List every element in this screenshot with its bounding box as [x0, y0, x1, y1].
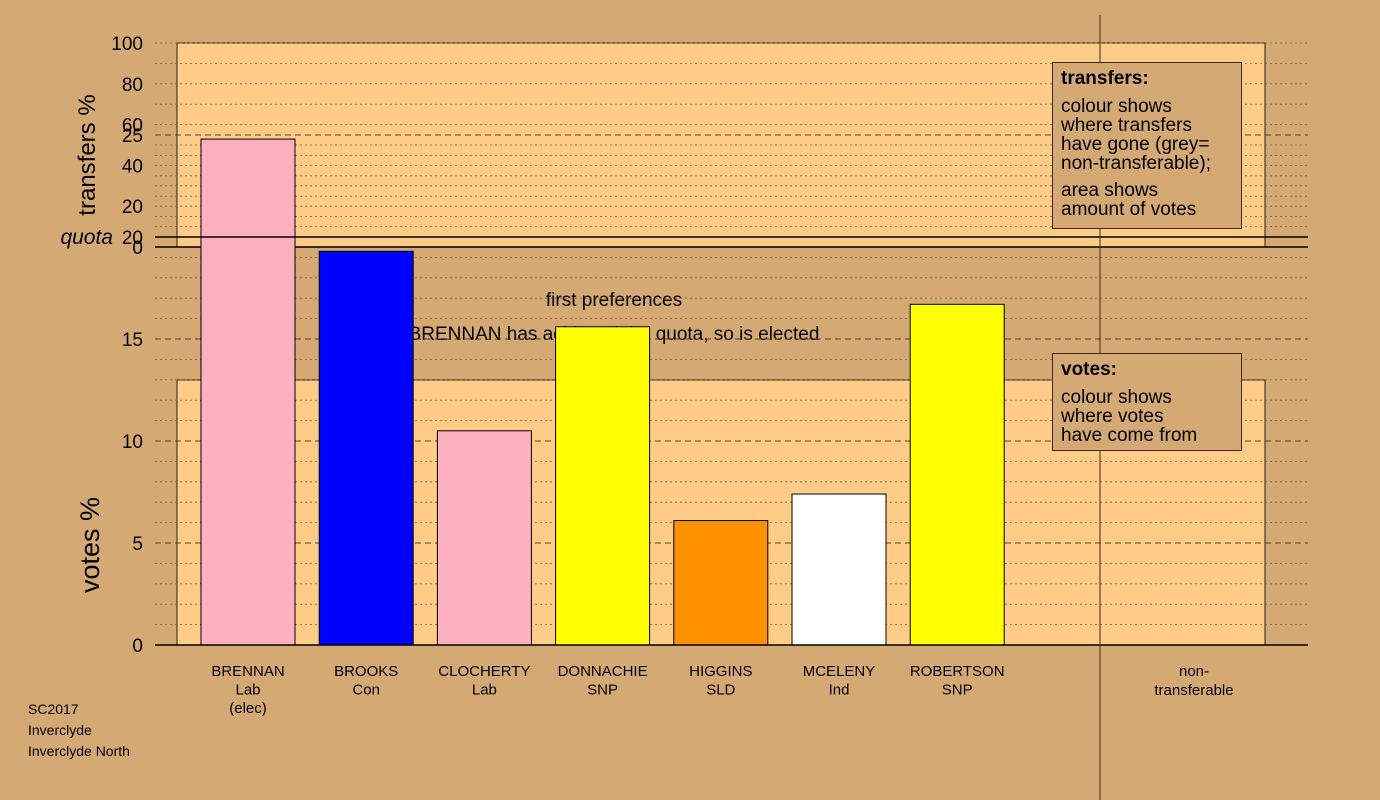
- candidate-labels: BRENNANLab(elec)BROOKSConCLOCHERTYLabDON…: [211, 663, 1004, 717]
- transfers-legend: transfers: colour shows where transfers …: [1052, 62, 1242, 229]
- quota-label: quota: [60, 226, 113, 249]
- bar-donnachie: [555, 326, 651, 646]
- candidate-label-brooks: BROOKS: [334, 663, 398, 680]
- votes-tick-label: 25: [122, 126, 143, 147]
- transfers-legend-line: amount of votes: [1061, 199, 1197, 220]
- transfers-legend-line: area shows: [1061, 180, 1159, 201]
- candidate-label-brooks: Con: [352, 682, 380, 699]
- candidate-label-mceleny: Ind: [829, 682, 850, 699]
- votes-tick-label: 20: [122, 228, 143, 249]
- transfers-tick-label: 20: [122, 197, 143, 218]
- candidate-label-mceleny: MCELENY: [803, 663, 876, 680]
- transfers-legend-title: transfers:: [1061, 68, 1149, 89]
- bar-higgins: [673, 520, 769, 646]
- footer-info: SC2017 Inverclyde Inverclyde North: [28, 699, 130, 762]
- bar-clocherty: [436, 430, 532, 646]
- votes-legend-line: where votes: [1061, 406, 1164, 427]
- bar-brennan: [200, 138, 296, 646]
- transfers-tick-label: 40: [122, 156, 143, 177]
- votes-y-ticks: 0 5 10 15 20 25: [122, 126, 143, 657]
- transfers-legend-line: have gone (grey=: [1061, 134, 1210, 155]
- bar-brooks: [318, 250, 414, 646]
- votes-tick-label: 10: [122, 432, 143, 453]
- votes-tick-label: 0: [132, 636, 143, 657]
- bar-mceleny: [791, 493, 887, 646]
- nontransferable-label-line2: transferable: [1154, 682, 1233, 699]
- candidate-label-higgins: HIGGINS: [689, 663, 752, 680]
- subtitle: first preferences: [546, 290, 682, 311]
- votes-legend: votes: colour shows where votes have com…: [1052, 353, 1242, 451]
- candidate-label-donnachie: DONNACHIE: [558, 663, 648, 680]
- transfers-axis-label: transfers %: [74, 94, 101, 215]
- votes-legend-title: votes:: [1061, 359, 1117, 380]
- candidate-label-higgins: SLD: [706, 682, 735, 699]
- candidate-label-robertson: ROBERTSON: [910, 663, 1005, 680]
- transfers-legend-line: where transfers: [1061, 115, 1192, 136]
- footer-ward: Inverclyde North: [28, 743, 130, 759]
- candidate-label-clocherty: Lab: [472, 682, 497, 699]
- votes-legend-line: have come from: [1061, 425, 1198, 446]
- transfers-tick-label: 100: [111, 34, 143, 55]
- candidate-label-brennan: Lab: [235, 682, 260, 699]
- votes-bars: [200, 138, 1005, 646]
- candidate-label-brennan: BRENNAN: [211, 663, 284, 680]
- bar-robertson: [909, 303, 1005, 646]
- footer-council: Inverclyde: [28, 722, 92, 738]
- transfers-legend-line: colour shows: [1061, 96, 1172, 117]
- votes-tick-label: 15: [122, 330, 143, 351]
- candidate-label-brennan: (elec): [229, 700, 267, 717]
- candidate-label-clocherty: CLOCHERTY: [438, 663, 530, 680]
- votes-legend-line: colour shows: [1061, 387, 1172, 408]
- votes-tick-label: 5: [132, 534, 143, 555]
- transfers-tick-label: 0: [132, 238, 143, 259]
- nontransferable-label-line1: non-: [1179, 663, 1209, 680]
- candidate-label-donnachie: SNP: [587, 682, 618, 699]
- transfers-legend-line: non-transferable);: [1061, 153, 1211, 174]
- transfers-tick-label: 60: [122, 116, 143, 137]
- candidate-label-robertson: SNP: [942, 682, 973, 699]
- votes-axis-label: votes %: [75, 497, 105, 593]
- transfers-tick-label: 80: [122, 75, 143, 96]
- footer-election: SC2017: [28, 701, 79, 717]
